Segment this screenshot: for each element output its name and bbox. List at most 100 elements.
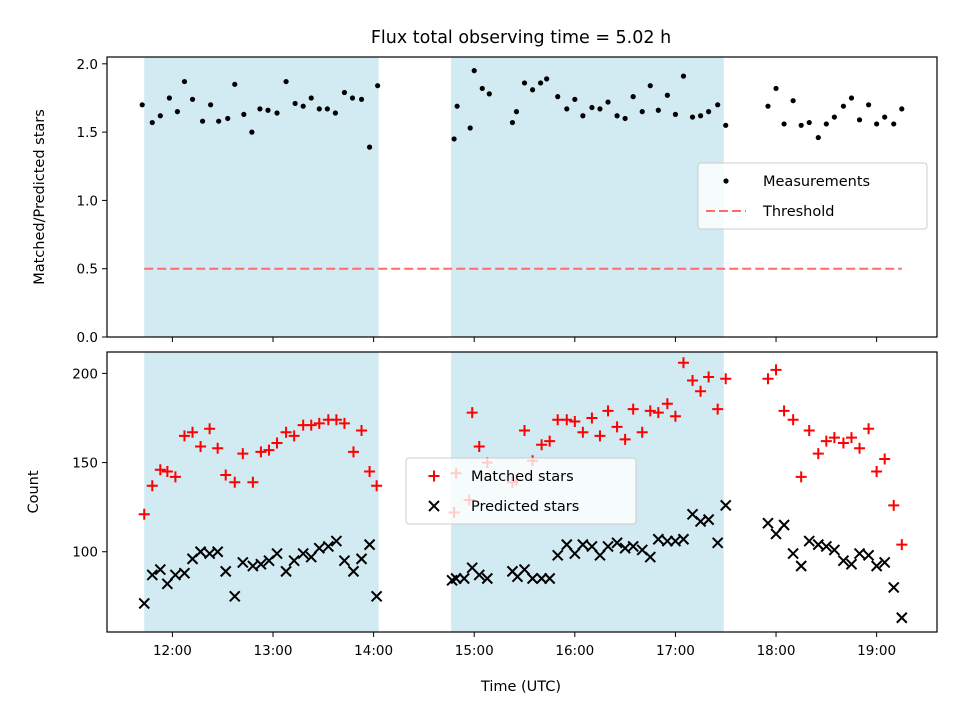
y-tick-label-1: 100 <box>72 545 98 561</box>
predicted-stars-point-32 <box>458 572 470 585</box>
matched-stars-point-11 <box>220 469 232 481</box>
matched-stars-point-19 <box>288 430 300 442</box>
predicted-stars-point-35 <box>481 572 493 585</box>
predicted-stars-point-41 <box>543 572 556 585</box>
predicted-stars-point-10 <box>211 546 224 558</box>
predicted-stars-point-24 <box>330 535 343 547</box>
matched-stars-point-46 <box>586 412 598 424</box>
measurements-point-74 <box>856 117 863 123</box>
x-axis-label: Time (UTC) <box>480 679 561 695</box>
predicted-stars-point-17 <box>271 547 283 560</box>
predicted-stars-point-57 <box>677 533 690 545</box>
predicted-stars-point-63 <box>762 517 774 529</box>
matched-stars-point-47 <box>594 430 606 442</box>
legend-label-2: Predicted stars <box>471 499 579 515</box>
matched-stars-point-52 <box>636 426 648 438</box>
plot-frame <box>106 56 938 338</box>
y-tick-label-4: 1.5 <box>77 125 98 141</box>
matched-stars-point-2 <box>146 480 158 492</box>
x-tick-label-4: 15:00 <box>455 643 494 659</box>
matched-stars-point-79 <box>896 539 908 551</box>
y-tick-label-2: 0.5 <box>77 262 98 278</box>
measurements-point-27 <box>358 96 365 102</box>
matched-stars-point-61 <box>712 403 724 415</box>
matched-stars-point-13 <box>237 448 249 460</box>
x-tick-label-7: 18:00 <box>757 643 796 659</box>
matched-stars-point-57 <box>677 357 689 369</box>
measurements-point-40 <box>538 80 544 86</box>
predicted-stars-point-71 <box>828 544 841 556</box>
matched-stars-point-66 <box>787 414 799 426</box>
matched-stars-point-40 <box>536 439 548 451</box>
matched-stars-point-74 <box>854 442 866 454</box>
matched-stars-point-17 <box>271 437 283 449</box>
matched-stars-point-71 <box>828 432 840 444</box>
observing-interval-1 <box>144 57 379 337</box>
measurements-point-26 <box>349 95 356 101</box>
measurements-point-73 <box>848 95 855 101</box>
y-tick-label-1: 0.0 <box>77 330 98 346</box>
x-tick-label-1: 12:00 <box>153 643 192 659</box>
predicted-stars-point-54 <box>652 533 665 545</box>
measurements-point-15 <box>257 106 263 112</box>
matched-stars-point-26 <box>347 446 359 458</box>
matched-stars-point-21 <box>305 419 317 431</box>
matched-stars-point-68 <box>803 424 815 436</box>
measurements-point-30 <box>451 136 457 142</box>
predicted-stars-point-79 <box>896 612 908 624</box>
predicted-stars-point-27 <box>355 553 368 565</box>
predicted-stars-point-18 <box>280 565 292 578</box>
matched-stars-point-3 <box>154 464 166 476</box>
chart-title: Flux total observing time = 5.02 h <box>371 28 671 48</box>
predicted-stars-point-46 <box>586 540 598 553</box>
matched-stars-point-50 <box>619 433 631 445</box>
matched-stars-point-27 <box>356 424 368 436</box>
bottom-y-axis-label: Count <box>26 470 42 513</box>
matched-stars-point-29 <box>371 480 383 492</box>
legend-marker-1 <box>723 178 729 184</box>
matched-stars-point-45 <box>577 426 589 438</box>
measurements-point-7 <box>189 96 196 102</box>
measurements-point-18 <box>283 78 289 85</box>
predicted-stars-point-20 <box>297 547 309 560</box>
y-tick-label-3: 1.0 <box>77 193 98 209</box>
measurements-point-50 <box>622 115 628 122</box>
measurements-point-78 <box>891 121 897 127</box>
legend-label-1: Measurements <box>763 174 870 190</box>
measurements-point-54 <box>655 107 661 113</box>
matched-stars-point-1 <box>138 508 150 520</box>
measurements-point-57 <box>680 73 687 79</box>
matched-stars-point-72 <box>837 437 849 449</box>
matched-stars-point-22 <box>313 417 325 429</box>
matched-stars-point-70 <box>820 435 832 447</box>
matched-stars-point-28 <box>364 465 376 477</box>
matched-stars-point-33 <box>466 407 478 419</box>
matched-stars-point-73 <box>845 432 857 444</box>
predicted-stars-point-70 <box>820 540 833 553</box>
matched-stars-point-60 <box>703 371 715 383</box>
matched-stars-point-63 <box>762 373 774 385</box>
matched-stars-point-15 <box>255 446 267 458</box>
measurements-point-6 <box>181 78 188 85</box>
measurements-point-11 <box>225 115 231 122</box>
predicted-stars-point-66 <box>787 547 799 560</box>
measurements-point-8 <box>199 118 206 124</box>
measurements-point-70 <box>823 121 829 127</box>
measurements-point-44 <box>572 96 578 102</box>
plot-frame <box>106 351 938 633</box>
predicted-stars-point-75 <box>862 549 875 562</box>
matched-stars-point-69 <box>812 448 824 460</box>
measurements-point-48 <box>605 99 611 105</box>
matched-stars-point-55 <box>661 398 673 410</box>
legend-label-2: Threshold <box>762 204 834 220</box>
measurements-point-42 <box>555 94 561 100</box>
matched-stars-point-54 <box>652 407 664 419</box>
measurements-point-28 <box>366 144 373 150</box>
predicted-stars-point-19 <box>288 554 300 567</box>
matched-stars-point-65 <box>778 405 790 417</box>
observing-interval-2 <box>451 57 724 337</box>
measurements-point-16 <box>265 107 271 113</box>
measurements-point-39 <box>529 87 536 93</box>
measurements-point-41 <box>544 76 550 82</box>
measurements-point-29 <box>375 83 381 89</box>
